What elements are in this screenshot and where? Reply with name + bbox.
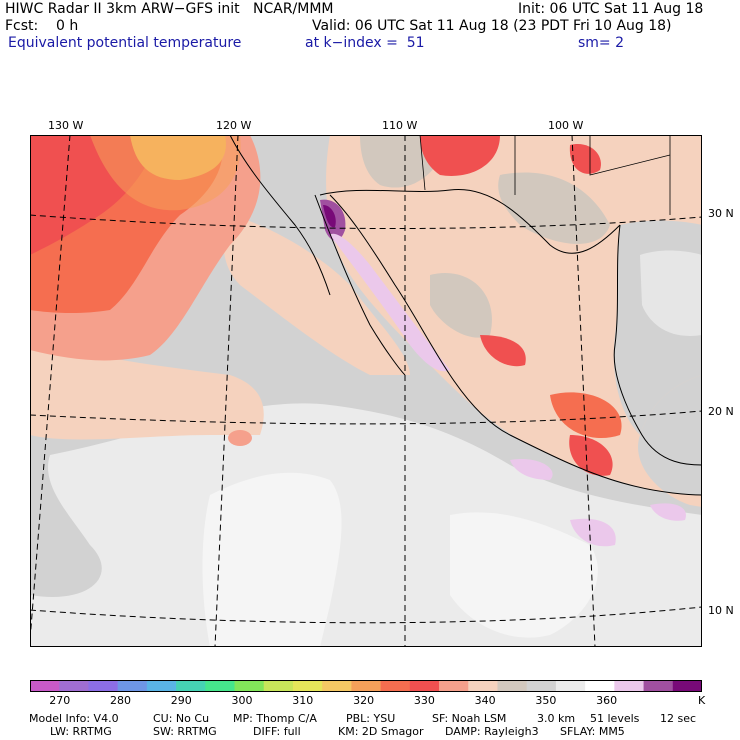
colorbar-cell bbox=[30, 680, 60, 692]
colorbar-cell bbox=[585, 680, 615, 692]
forecast-hour: Fcst: 0 h bbox=[5, 18, 79, 34]
lon-label-120w: 120 W bbox=[216, 119, 252, 132]
white-core bbox=[202, 472, 342, 647]
colorbar-cell bbox=[205, 680, 236, 692]
lilac-pacific-east bbox=[650, 503, 686, 521]
colorbar-cell bbox=[322, 680, 352, 692]
footer-levels: 51 levels bbox=[590, 712, 640, 725]
colorbar-tick-label: 320 bbox=[353, 694, 375, 707]
meridian-100w bbox=[571, 135, 596, 647]
colorbar-cell bbox=[643, 680, 674, 692]
footer-sf: SF: Noah LSM bbox=[432, 712, 507, 725]
lat-label-10n: 10 N bbox=[708, 604, 734, 617]
colorbar-unit: K bbox=[698, 694, 706, 707]
colorbar-cell bbox=[351, 680, 382, 692]
plot-title: HIWC Radar II 3km ARW−GFS init NCAR/MMM bbox=[5, 1, 334, 17]
colorbar-cell bbox=[614, 680, 645, 692]
gulf-white bbox=[640, 250, 702, 336]
colorbar-tick-label: 310 bbox=[292, 694, 314, 707]
footer-mp: MP: Thomp C/A bbox=[233, 712, 317, 725]
colorbar-cell bbox=[292, 680, 323, 692]
colorbar-cell bbox=[439, 680, 469, 692]
footer-sw: SW: RRTMG bbox=[153, 725, 217, 738]
colorbar bbox=[30, 680, 702, 692]
lon-label-130w: 130 W bbox=[48, 119, 84, 132]
colorbar-frame bbox=[30, 680, 702, 692]
us-state-lines bbox=[419, 135, 671, 215]
land-red-3 bbox=[480, 335, 526, 367]
coastline-baja bbox=[314, 194, 406, 376]
us-mexico-border bbox=[319, 188, 621, 254]
colorbar-cell bbox=[555, 680, 586, 692]
land-red-2 bbox=[569, 144, 601, 174]
land-red-4 bbox=[550, 392, 622, 439]
colorbar-cell bbox=[526, 680, 557, 692]
land-red-1 bbox=[420, 135, 500, 176]
colorbar-cell bbox=[88, 680, 119, 692]
colorbar-cell bbox=[146, 680, 177, 692]
white-core-east bbox=[450, 512, 598, 638]
colorbar-cell bbox=[672, 680, 702, 692]
level-label: at k−index = 51 bbox=[305, 35, 425, 51]
gulf-california-lilac bbox=[330, 233, 450, 372]
footer-pbl: PBL: YSU bbox=[346, 712, 396, 725]
colorbar-cell bbox=[468, 680, 498, 692]
coastline-us-west bbox=[229, 135, 331, 296]
graticule bbox=[30, 135, 702, 647]
footer-km: KM: 2D Smagor bbox=[338, 725, 424, 738]
colorbar-tick-label: 280 bbox=[109, 694, 131, 707]
colorbar-tick-label: 340 bbox=[474, 694, 496, 707]
init-time: Init: 06 UTC Sat 11 Aug 18 bbox=[518, 1, 704, 17]
footer-diff: DIFF: full bbox=[253, 725, 301, 738]
smoothing-label: sm= 2 bbox=[578, 35, 625, 51]
colorbar-cell bbox=[380, 680, 411, 692]
colorbar-tick-label: 330 bbox=[413, 694, 435, 707]
footer-dt: 12 sec bbox=[660, 712, 697, 725]
meridian-130w bbox=[30, 135, 71, 641]
footer-sflay: SFLAY: MM5 bbox=[560, 725, 625, 738]
footer-res: 3.0 km bbox=[537, 712, 576, 725]
colorbar-cell bbox=[117, 680, 148, 692]
valid-time: Valid: 06 UTC Sat 11 Aug 18 (23 PDT Fri … bbox=[312, 18, 672, 34]
coastline-gulf bbox=[613, 224, 702, 466]
field-name: Equivalent potential temperature bbox=[8, 35, 242, 51]
footer-model: Model Info: V4.0 bbox=[29, 712, 119, 725]
land-grey-2 bbox=[498, 172, 610, 244]
lilac-pacific-south bbox=[570, 518, 616, 547]
footer-lw: LW: RRTMG bbox=[50, 725, 112, 738]
tan-coast bbox=[223, 215, 410, 375]
colorbar-cell bbox=[409, 680, 440, 692]
lon-label-110w: 110 W bbox=[382, 119, 418, 132]
colorbar-tick-label: 350 bbox=[535, 694, 557, 707]
lilac-gulf-south bbox=[510, 459, 553, 480]
colorbar-tick-label: 360 bbox=[596, 694, 618, 707]
colorbar-tick-label: 300 bbox=[231, 694, 253, 707]
footer-cu: CU: No Cu bbox=[153, 712, 210, 725]
theta-e-map bbox=[30, 135, 702, 647]
colorbar-cell bbox=[497, 680, 528, 692]
land-grey-3 bbox=[430, 273, 492, 338]
colorbar-cell bbox=[59, 680, 89, 692]
colorbar-cell bbox=[234, 680, 265, 692]
tan-west bbox=[30, 335, 264, 440]
colorbar-tick-label: 270 bbox=[49, 694, 71, 707]
colorbar-tick-label: 290 bbox=[170, 694, 192, 707]
coastline-mexico-south bbox=[509, 434, 702, 496]
land-red-5 bbox=[569, 435, 613, 476]
colorbar-cell bbox=[263, 680, 294, 692]
footer-damp: DAMP: Rayleigh3 bbox=[445, 725, 539, 738]
coastline-gulf-ca bbox=[329, 194, 511, 436]
lat-label-30n: 30 N bbox=[708, 207, 734, 220]
colorbar-cell bbox=[176, 680, 206, 692]
lat-label-20n: 20 N bbox=[708, 405, 734, 418]
meridian-120w bbox=[214, 135, 239, 647]
gulf-california-dark bbox=[323, 205, 336, 228]
warm-pacific-orange bbox=[90, 135, 241, 211]
map-frame bbox=[30, 135, 702, 647]
lon-label-100w: 100 W bbox=[548, 119, 584, 132]
tan-spot bbox=[228, 430, 252, 446]
